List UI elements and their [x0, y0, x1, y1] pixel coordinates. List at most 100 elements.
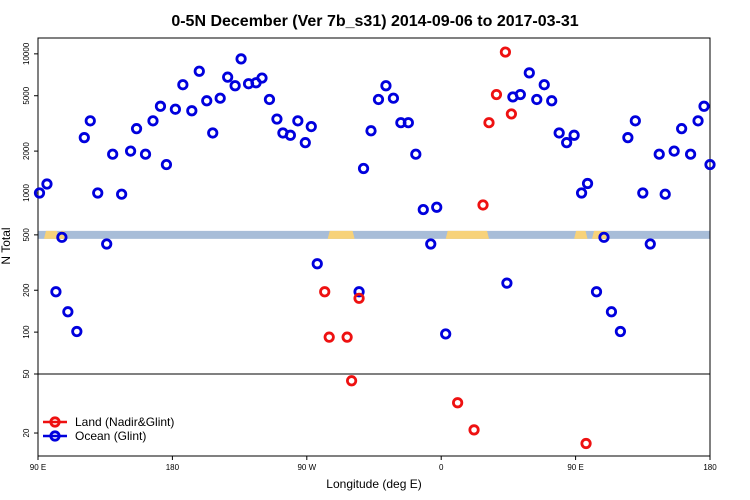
ocean-point [107, 148, 119, 160]
ocean-point [523, 67, 535, 79]
ocean-point [410, 148, 422, 160]
ocean-point [214, 92, 226, 104]
ocean-point [575, 187, 588, 199]
ocean-point [256, 72, 268, 84]
legend-land-label: Land (Nadir&Glint) [75, 415, 174, 429]
land-point [452, 397, 464, 409]
x-tick-label: 90 W [297, 463, 316, 472]
y-tick-label: 1000 [22, 184, 31, 202]
ocean-point [353, 286, 365, 298]
upper-panel-frame [37, 37, 711, 375]
land-point [341, 331, 353, 343]
ocean-point [553, 127, 565, 139]
land-point [353, 292, 365, 304]
ocean-point [229, 80, 241, 92]
ocean-point [659, 188, 671, 200]
land-point [323, 331, 335, 343]
lower-panel-frame [37, 373, 711, 457]
ocean-point [41, 178, 53, 190]
land-point [468, 424, 480, 436]
ocean-point [193, 65, 205, 77]
ocean-point [357, 162, 370, 175]
ocean-point [292, 115, 304, 127]
ocean-point [186, 105, 198, 117]
x-tick-label: 180 [703, 463, 717, 472]
y-tick-label: 10000 [22, 42, 31, 65]
y-axis: 10000 5000 2000 1000 500 200 100 50 20 [22, 42, 38, 437]
land-point [505, 108, 517, 120]
ocean-point [614, 325, 627, 338]
ocean-point [581, 177, 594, 190]
ocean-point [62, 306, 74, 318]
ocean-point [222, 71, 234, 83]
ocean-point [561, 137, 573, 149]
ocean-point [501, 277, 513, 289]
ocean-point [33, 187, 46, 199]
ocean-point [271, 113, 283, 125]
legend-ocean-label: Ocean (Glint) [75, 429, 146, 443]
ocean-point [568, 129, 580, 141]
ocean-point [431, 201, 443, 213]
y-axis-label: N Total [0, 227, 13, 264]
ocean-point [676, 123, 688, 135]
x-axis: 90 E 180 90 W 0 90 E 180 [30, 456, 717, 472]
band-strip [38, 230, 710, 239]
ocean-point [698, 100, 710, 112]
ocean-point [417, 203, 429, 216]
ocean-point [139, 148, 152, 160]
land-point [319, 286, 331, 298]
land-point [490, 88, 503, 101]
land-point [483, 117, 495, 129]
ocean-point [299, 137, 311, 149]
land-fill [574, 230, 588, 239]
x-tick-label: 90 E [567, 463, 583, 472]
ocean-point [154, 100, 167, 112]
ocean-point [235, 53, 247, 65]
land-point [345, 375, 358, 387]
y-tick-label: 20 [22, 428, 31, 437]
ocean-point [402, 117, 414, 129]
land-point [580, 437, 592, 450]
ocean-point [514, 88, 526, 101]
ocean-point [440, 328, 452, 340]
ocean-point [263, 93, 276, 106]
ocean-point [629, 115, 641, 127]
land-fill [327, 230, 355, 239]
reference-band [38, 230, 710, 239]
ocean-point [130, 123, 143, 135]
y-tick-label: 200 [22, 283, 31, 297]
ocean-point [305, 121, 317, 133]
ocean-point [684, 148, 697, 160]
x-tick-label: 180 [166, 463, 180, 472]
ocean-point [380, 80, 392, 92]
ocean-point [169, 103, 181, 115]
ocean-point [425, 238, 437, 250]
x-tick-label: 0 [439, 463, 444, 472]
ocean-point [644, 238, 656, 250]
y-tick-label: 2000 [22, 142, 31, 160]
ocean-point [546, 95, 558, 107]
ocean-point [71, 325, 83, 338]
ocean-point [704, 158, 716, 171]
ocean-point [92, 187, 104, 199]
ocean-point [201, 95, 213, 107]
ocean-point [284, 129, 296, 141]
ocean-point [590, 286, 603, 298]
y-tick-label: 5000 [22, 86, 31, 104]
land-fill [445, 230, 489, 239]
ocean-point [538, 79, 550, 91]
ocean-point [160, 158, 173, 171]
x-tick-label: 90 E [30, 463, 46, 472]
ocean-point [101, 238, 113, 250]
ocean-point [372, 93, 385, 106]
ocean-point [622, 132, 634, 144]
ocean-point [124, 145, 137, 157]
ocean-point [56, 231, 68, 243]
y-tick-label: 50 [22, 369, 31, 378]
land-point [499, 46, 512, 58]
ocean-point [692, 115, 704, 127]
ocean-point [605, 306, 618, 318]
ocean-point [177, 79, 189, 91]
ocean-point [653, 148, 665, 160]
